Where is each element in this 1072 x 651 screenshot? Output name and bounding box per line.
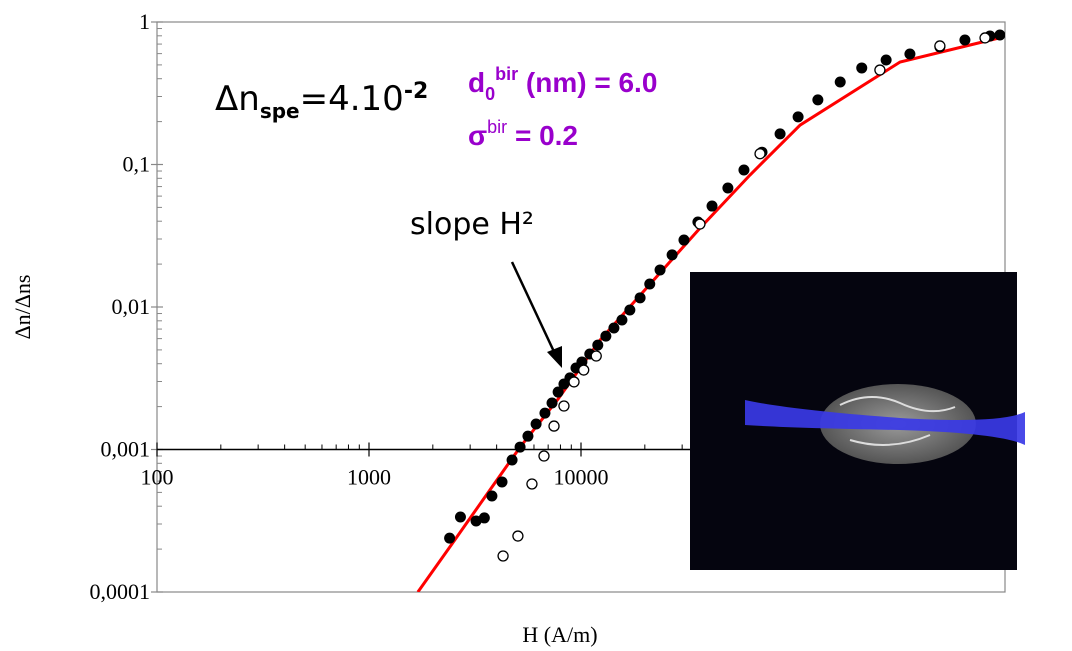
sigma-sup: bir bbox=[487, 117, 507, 137]
y-tick-label: 1 bbox=[139, 9, 150, 34]
filled-point bbox=[706, 200, 718, 212]
filled-point bbox=[444, 532, 456, 544]
d0-sup: bir bbox=[495, 64, 518, 84]
d0-text: (nm) = 6.0 bbox=[518, 67, 657, 98]
filled-point bbox=[738, 164, 750, 176]
delta-sub: spe bbox=[260, 99, 300, 123]
filled-point bbox=[644, 278, 656, 290]
sigma-text: = 0.2 bbox=[507, 120, 578, 151]
filled-point bbox=[546, 397, 558, 409]
open-point bbox=[979, 32, 991, 44]
filled-point bbox=[608, 322, 620, 334]
filled-point bbox=[678, 234, 690, 246]
filled-point bbox=[616, 314, 628, 326]
filled-point bbox=[856, 62, 868, 74]
marks bbox=[416, 29, 1005, 592]
y-axis-label: Δn/Δns bbox=[10, 275, 35, 340]
filled-point bbox=[666, 249, 678, 261]
open-point bbox=[694, 218, 706, 230]
delta-annotation: Δnspe=4.10-2 bbox=[215, 79, 428, 123]
filled-point bbox=[592, 339, 604, 351]
particle-texture bbox=[839, 395, 956, 446]
light-beam bbox=[745, 400, 1025, 445]
open-point bbox=[497, 550, 509, 562]
open-point bbox=[590, 350, 602, 362]
filled-point bbox=[834, 76, 846, 88]
y-tick-label: 0,1 bbox=[123, 152, 151, 177]
filled-point bbox=[496, 476, 508, 488]
filled-point bbox=[792, 111, 804, 123]
filled-point bbox=[539, 407, 551, 419]
open-point bbox=[568, 376, 580, 388]
axes: 0,0001 0,001 0,01 0,1 1 100 1000 10000 bbox=[90, 9, 1005, 604]
y-tick-label: 0,01 bbox=[112, 294, 151, 319]
filled-point bbox=[880, 54, 892, 66]
filled-point bbox=[470, 515, 482, 527]
filled-point bbox=[514, 441, 526, 453]
open-point bbox=[874, 64, 886, 76]
open-point bbox=[578, 364, 590, 376]
filled-point bbox=[904, 48, 916, 60]
open-point bbox=[526, 478, 538, 490]
d0-annotation: d0bir (nm) = 6.0 bbox=[468, 64, 657, 104]
filled-point bbox=[959, 34, 971, 46]
delta-text: =4.10 bbox=[300, 79, 404, 119]
filled-point bbox=[722, 182, 734, 194]
filled-point bbox=[506, 454, 518, 466]
sigma-annotation: σbir = 0.2 bbox=[468, 117, 578, 151]
filled-point bbox=[812, 94, 824, 106]
filled-point bbox=[624, 304, 636, 316]
open-point bbox=[548, 420, 560, 432]
annotations: Δnspe=4.10-2 d0bir (nm) = 6.0 σbir = 0.2… bbox=[215, 64, 657, 368]
filled-point bbox=[486, 490, 498, 502]
filled-point bbox=[634, 292, 646, 304]
filled-point bbox=[454, 511, 466, 523]
arrow-shaft bbox=[510, 261, 558, 357]
open-point bbox=[558, 400, 570, 412]
x-tick-label: 100 bbox=[141, 465, 174, 490]
sigma-base: σ bbox=[468, 120, 487, 151]
delta-sup: -2 bbox=[404, 79, 428, 104]
filled-point bbox=[994, 29, 1005, 41]
filled-point bbox=[530, 418, 542, 430]
d0-sub: 0 bbox=[485, 84, 495, 104]
open-point bbox=[934, 40, 946, 52]
filled-point bbox=[654, 264, 666, 276]
filled-point bbox=[600, 330, 612, 342]
open-point bbox=[754, 148, 766, 160]
open-point bbox=[538, 450, 550, 462]
filled-point bbox=[552, 386, 564, 398]
y-tick-label: 0,0001 bbox=[90, 579, 151, 604]
x-axis-label: H (A/m) bbox=[522, 622, 597, 647]
inset-image bbox=[690, 272, 1025, 570]
filled-point bbox=[774, 128, 786, 140]
d0-base: d bbox=[468, 67, 485, 98]
x-tick-label: 10000 bbox=[554, 465, 609, 490]
x-tick-label: 1000 bbox=[347, 465, 391, 490]
open-point bbox=[512, 530, 524, 542]
filled-point bbox=[478, 512, 490, 524]
arrow-head bbox=[547, 346, 562, 368]
filled-point bbox=[522, 430, 534, 442]
slope-annotation: slope H² bbox=[410, 207, 534, 242]
delta-base: Δn bbox=[215, 79, 260, 119]
y-tick-label: 0,001 bbox=[101, 437, 151, 462]
